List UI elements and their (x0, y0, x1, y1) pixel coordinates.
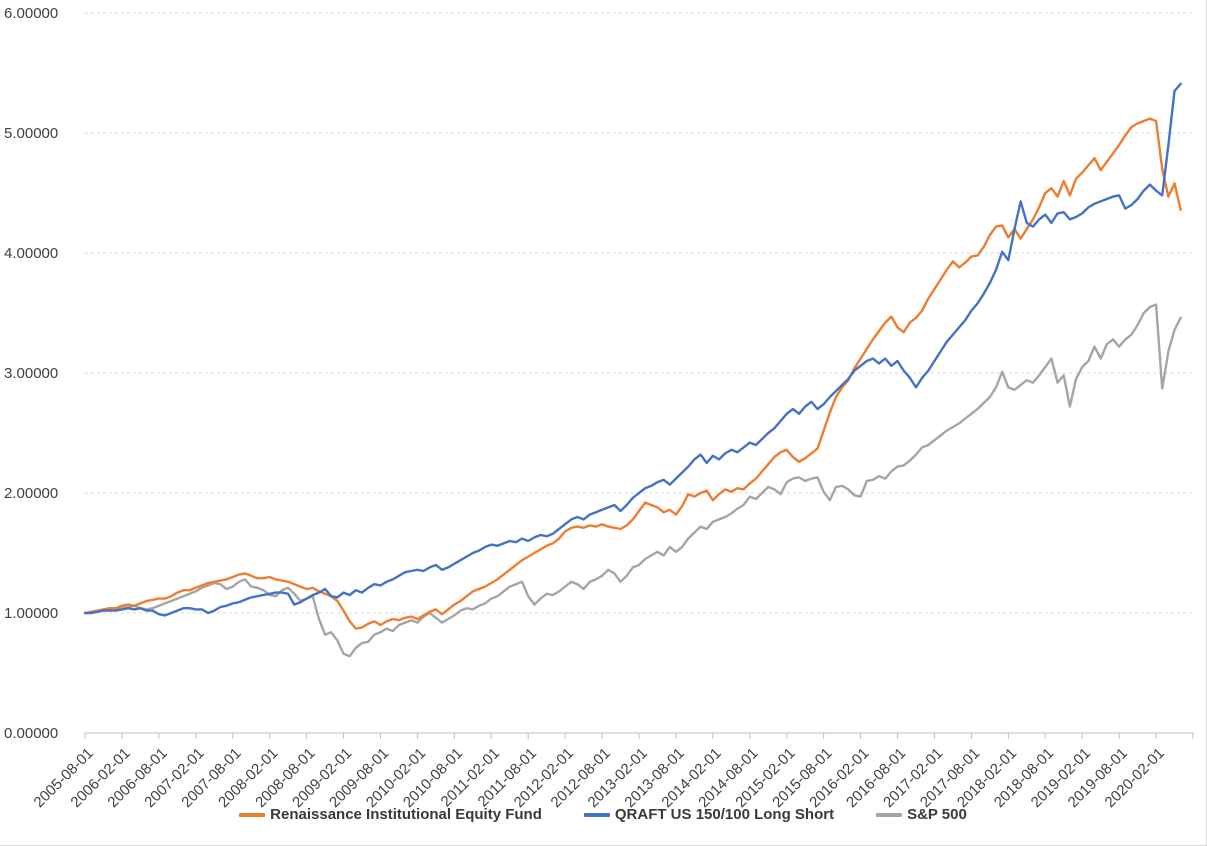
legend-swatch-orange-icon (239, 812, 266, 817)
series-line-0 (83, 117, 1182, 630)
y-axis-tick-label: 0.00000 (4, 725, 58, 742)
y-axis-tick-label: 2.00000 (4, 485, 58, 502)
legend-item-qraft: QRAFT US 150/100 Long Short (583, 806, 835, 823)
y-axis-tick-label: 3.00000 (4, 365, 58, 382)
legend-swatch-blue-icon (583, 812, 610, 817)
y-axis-tick-label: 6.00000 (4, 5, 58, 22)
legend-item-sp500: S&P 500 (876, 806, 967, 823)
y-axis-tick-label: 1.00000 (4, 605, 58, 622)
legend: Renaissance Institutional Equity Fund QR… (0, 806, 1206, 823)
legend-label-qraft: QRAFT US 150/100 Long Short (614, 806, 835, 823)
legend-label-sp500: S&P 500 (907, 806, 967, 823)
legend-item-renaissance: Renaissance Institutional Equity Fund (239, 806, 542, 823)
y-axis-tick-label: 5.00000 (4, 125, 58, 142)
legend-swatch-gray-icon (876, 812, 903, 817)
series-line-2 (83, 303, 1182, 658)
y-axis-tick-label: 4.00000 (4, 245, 58, 262)
series-line-1 (83, 82, 1182, 617)
legend-label-renaissance: Renaissance Institutional Equity Fund (270, 806, 542, 823)
